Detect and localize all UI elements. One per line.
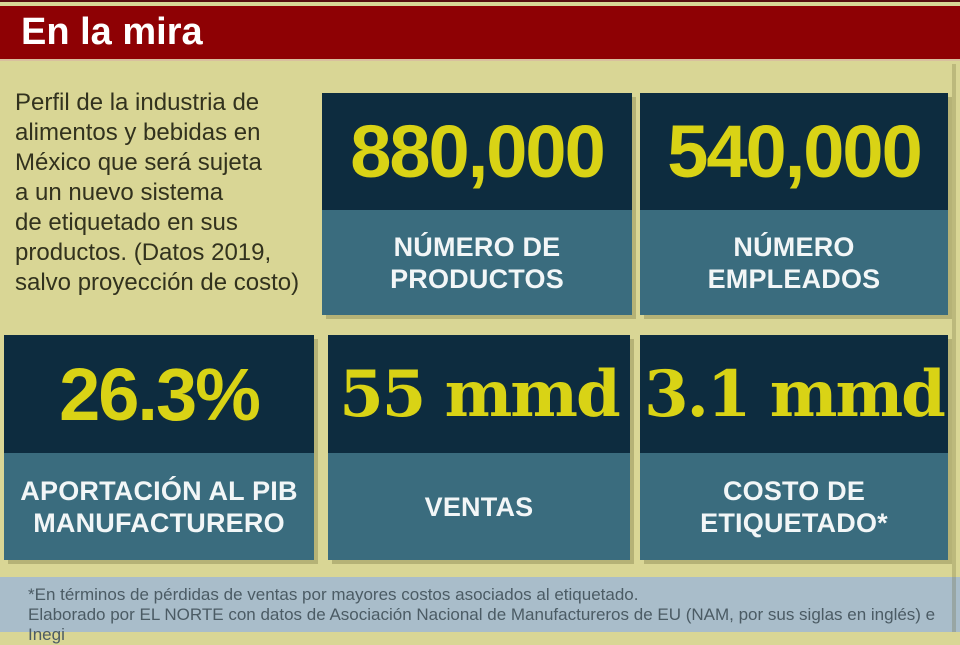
intro-text: Perfil de la industria de alimentos y be…	[15, 89, 300, 296]
stat-label-costo-etiquetado: COSTO DE ETIQUETADO*	[640, 453, 948, 560]
right-edge-shadow	[952, 64, 956, 632]
footer-credit: Elaborado por EL NORTE con datos de Asoc…	[28, 605, 936, 644]
stat-label-aportacion-pib: APORTACIÓN AL PIB MANUFACTURERO	[4, 453, 314, 560]
stat-card-ventas: 55 mmd VENTAS	[328, 335, 630, 560]
footer-footnote: *En términos de pérdidas de ventas por m…	[28, 585, 639, 604]
stat-label-numero-empleados: NÚMERO EMPLEADOS	[640, 210, 948, 315]
stat-label-numero-productos: NÚMERO DE PRODUCTOS	[322, 210, 632, 315]
page-title: En la mira	[21, 11, 203, 53]
stat-label-ventas: VENTAS	[328, 453, 630, 560]
header-bar: En la mira	[0, 6, 960, 61]
stat-card-aportacion-pib: 26.3% APORTACIÓN AL PIB MANUFACTURERO	[4, 335, 314, 560]
footer-band: *En términos de pérdidas de ventas por m…	[0, 577, 960, 644]
stat-value-costo-etiquetado: 3.1 mmd	[640, 335, 948, 453]
stat-value-aportacion-pib: 26.3%	[4, 335, 314, 453]
stat-value-numero-empleados: 540,000	[640, 93, 948, 210]
stat-card-costo-etiquetado: 3.1 mmd COSTO DE ETIQUETADO*	[640, 335, 948, 560]
stat-card-numero-productos: 880,000 NÚMERO DE PRODUCTOS	[322, 93, 632, 315]
stat-card-numero-empleados: 540,000 NÚMERO EMPLEADOS	[640, 93, 948, 315]
stat-value-ventas: 55 mmd	[328, 335, 630, 453]
stat-value-numero-productos: 880,000	[322, 93, 632, 210]
top-border-line	[0, 0, 960, 2]
